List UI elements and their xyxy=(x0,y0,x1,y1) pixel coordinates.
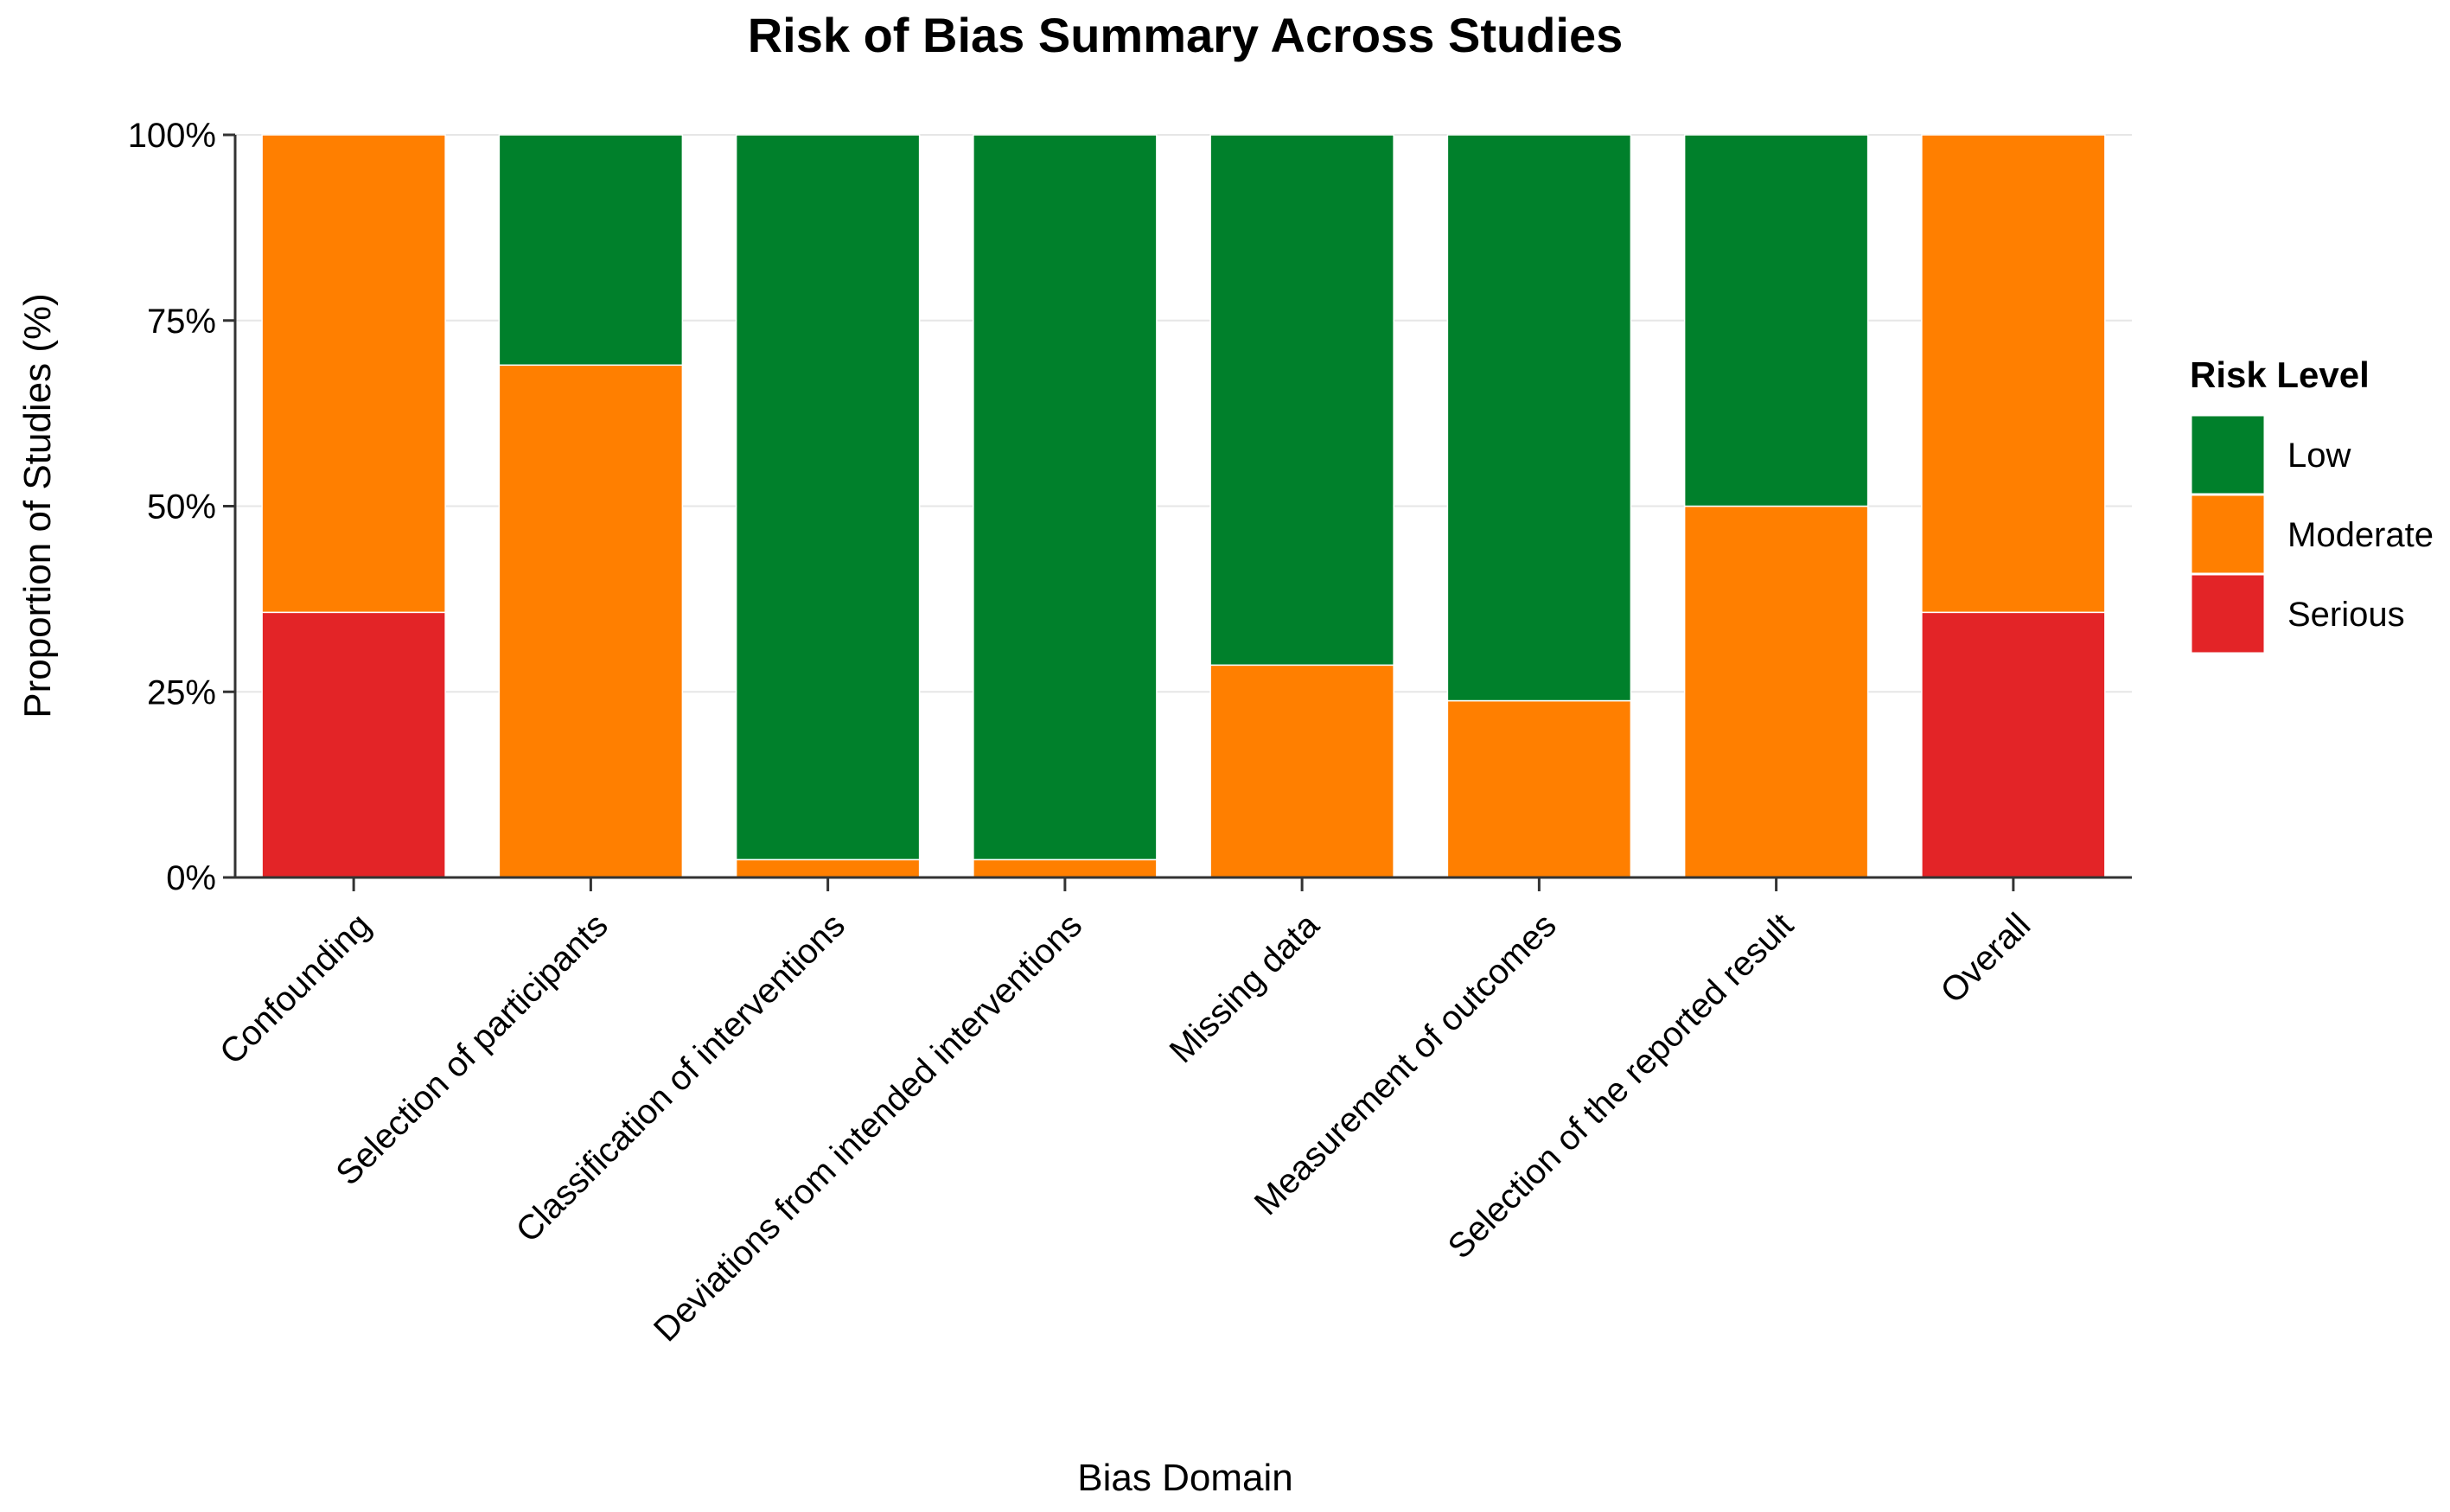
x-tick-label: Confounding xyxy=(213,906,379,1072)
legend: Risk Level Low Moderate Serious xyxy=(2189,354,2434,655)
bar-segment xyxy=(1209,134,1394,667)
y-tick-label: 0% xyxy=(166,859,216,897)
legend-title: Risk Level xyxy=(2190,354,2370,395)
legend-label: Low xyxy=(2287,437,2351,475)
y-tick-label: 50% xyxy=(147,488,216,526)
bar-segment xyxy=(735,858,921,878)
x-tick-label: Overall xyxy=(1934,906,2038,1011)
y-axis-title: Proportion of Studies (%) xyxy=(16,293,59,718)
bar-segment xyxy=(261,611,446,878)
y-tick-label: 25% xyxy=(147,673,216,711)
chart-title: Risk of Bias Summary Across Studies xyxy=(748,8,1624,62)
x-tick-label: Selection of participants xyxy=(329,906,615,1192)
bar-segment xyxy=(498,364,684,878)
legend-label: Serious xyxy=(2287,596,2405,634)
x-tick-label: Missing data xyxy=(1163,906,1327,1070)
bar-segment xyxy=(973,858,1158,878)
bar-segment xyxy=(1446,699,1632,878)
legend-key xyxy=(2189,572,2267,655)
bar-segment xyxy=(1683,134,1869,507)
bar-segment xyxy=(498,134,684,367)
legend-key xyxy=(2189,493,2267,576)
bar-segment xyxy=(1446,134,1632,702)
legend-label: Moderate xyxy=(2287,516,2434,554)
bar-segment xyxy=(735,134,921,861)
x-tick-label: Deviations from intended interventions xyxy=(647,906,1089,1349)
bar-segment xyxy=(1921,611,2106,878)
bar-segment xyxy=(261,134,446,614)
y-tick-label: 100% xyxy=(128,117,216,155)
bars xyxy=(261,134,2106,878)
x-axis-title: Bias Domain xyxy=(1077,1457,1292,1499)
legend-key xyxy=(2189,413,2267,496)
bar-segment xyxy=(973,134,1158,861)
bar-segment xyxy=(1683,505,1869,878)
y-tick-label: 75% xyxy=(147,303,216,341)
bar-segment xyxy=(1921,134,2106,614)
bar-segment xyxy=(1209,664,1394,878)
